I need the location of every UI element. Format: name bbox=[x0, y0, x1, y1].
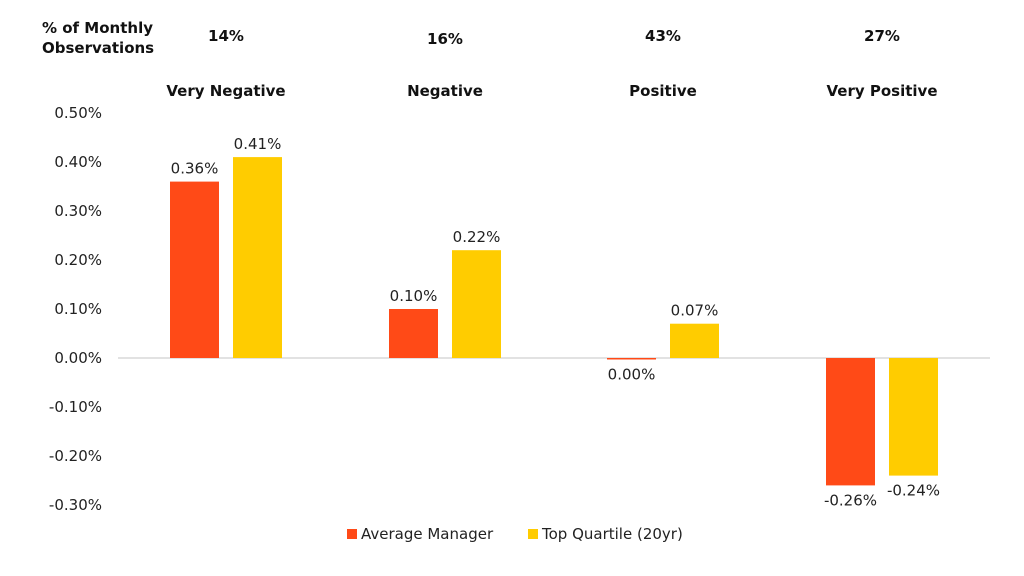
bar-top-quartile bbox=[452, 250, 501, 358]
y-tick-label: -0.20% bbox=[49, 447, 102, 465]
y-tick-label: 0.00% bbox=[54, 349, 102, 367]
data-label: 0.41% bbox=[234, 135, 282, 153]
data-label: -0.26% bbox=[824, 491, 877, 509]
observation-share-label: 16% bbox=[427, 30, 463, 48]
category-label: Very Positive bbox=[827, 82, 938, 100]
data-label: 0.22% bbox=[453, 228, 501, 246]
legend-swatch bbox=[528, 529, 538, 539]
observation-share-label: 14% bbox=[208, 27, 244, 45]
bar-top-quartile bbox=[233, 157, 282, 358]
bar-average-manager bbox=[826, 358, 875, 486]
data-label: -0.24% bbox=[887, 482, 940, 500]
bar-average-manager bbox=[170, 181, 219, 358]
category-label: Negative bbox=[407, 82, 483, 100]
bar-top-quartile bbox=[889, 358, 938, 476]
y-tick-label: 0.40% bbox=[54, 153, 102, 171]
y-tick-label: -0.30% bbox=[49, 496, 102, 514]
data-label: 0.10% bbox=[390, 287, 438, 305]
bar-top-quartile bbox=[670, 323, 719, 358]
category-label: Positive bbox=[629, 82, 697, 100]
legend-swatch bbox=[347, 529, 357, 539]
bar-average-manager bbox=[389, 309, 438, 358]
observations-header-line1: % of Monthly bbox=[42, 19, 153, 37]
y-tick-label: 0.50% bbox=[54, 104, 102, 122]
legend-label: Average Manager bbox=[361, 525, 494, 543]
legend-label: Top Quartile (20yr) bbox=[541, 525, 683, 543]
data-label: 0.36% bbox=[171, 160, 219, 178]
category-label: Very Negative bbox=[166, 82, 285, 100]
y-tick-label: -0.10% bbox=[49, 398, 102, 416]
y-tick-label: 0.30% bbox=[54, 202, 102, 220]
bar-average-manager bbox=[607, 358, 656, 360]
y-tick-label: 0.10% bbox=[54, 300, 102, 318]
observation-share-label: 43% bbox=[645, 27, 681, 45]
observations-header-line2: Observations bbox=[42, 39, 154, 57]
data-label: 0.07% bbox=[671, 302, 719, 320]
y-tick-label: 0.20% bbox=[54, 251, 102, 269]
observation-share-label: 27% bbox=[864, 27, 900, 45]
data-label: 0.00% bbox=[608, 366, 656, 384]
